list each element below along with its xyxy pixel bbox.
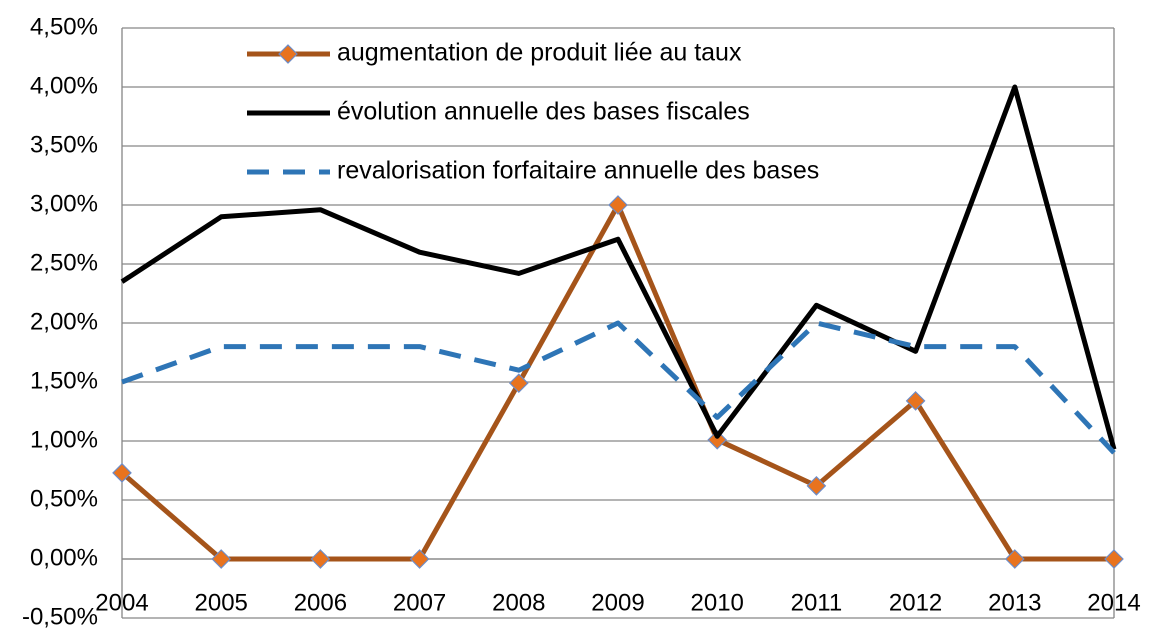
y-tick-label: 2,50% <box>30 249 98 276</box>
marker <box>1004 549 1025 569</box>
y-tick-label: 3,50% <box>30 131 98 158</box>
x-tick-label: 2010 <box>691 589 744 616</box>
legend-label: augmentation de produit liée au taux <box>337 39 742 67</box>
y-tick-label: 3,00% <box>30 190 98 217</box>
marker <box>112 463 132 483</box>
marker <box>806 475 827 496</box>
y-tick-label: 1,50% <box>30 367 98 394</box>
legend-label: revalorisation forfaitaire annuelle des … <box>337 157 819 185</box>
x-tick-label: 2004 <box>95 589 148 616</box>
legend-marker <box>278 44 298 64</box>
marker <box>707 429 728 450</box>
x-tick-label: 2006 <box>294 589 347 616</box>
y-tick-label: 4,50% <box>30 13 98 40</box>
x-tick-label: 2009 <box>591 589 644 616</box>
marker <box>905 391 926 411</box>
y-tick-label: 0,00% <box>30 544 98 571</box>
y-tick-label: 4,00% <box>30 72 98 99</box>
series-line <box>121 320 1116 455</box>
y-tick-label: 0,50% <box>30 485 98 512</box>
x-tick-label: 2011 <box>791 589 843 616</box>
marker <box>1104 549 1124 569</box>
marker <box>508 373 529 394</box>
y-tick-label: 1,00% <box>30 426 98 453</box>
x-tick-label: 2005 <box>195 589 248 616</box>
marker <box>211 549 232 569</box>
marker <box>310 549 331 569</box>
marker <box>409 549 430 569</box>
x-tick-label: 2008 <box>492 589 545 616</box>
x-tick-label: 2014 <box>1087 589 1140 616</box>
y-tick-label: -0,50% <box>22 603 98 630</box>
y-tick-label: 2,00% <box>30 308 98 335</box>
x-tick-label: 2012 <box>889 589 942 616</box>
marker <box>608 195 628 215</box>
legend-label: évolution annuelle des bases fiscales <box>337 98 750 126</box>
series-line <box>120 84 1117 450</box>
x-tick-label: 2007 <box>393 589 446 616</box>
x-tick-label: 2013 <box>988 589 1041 616</box>
